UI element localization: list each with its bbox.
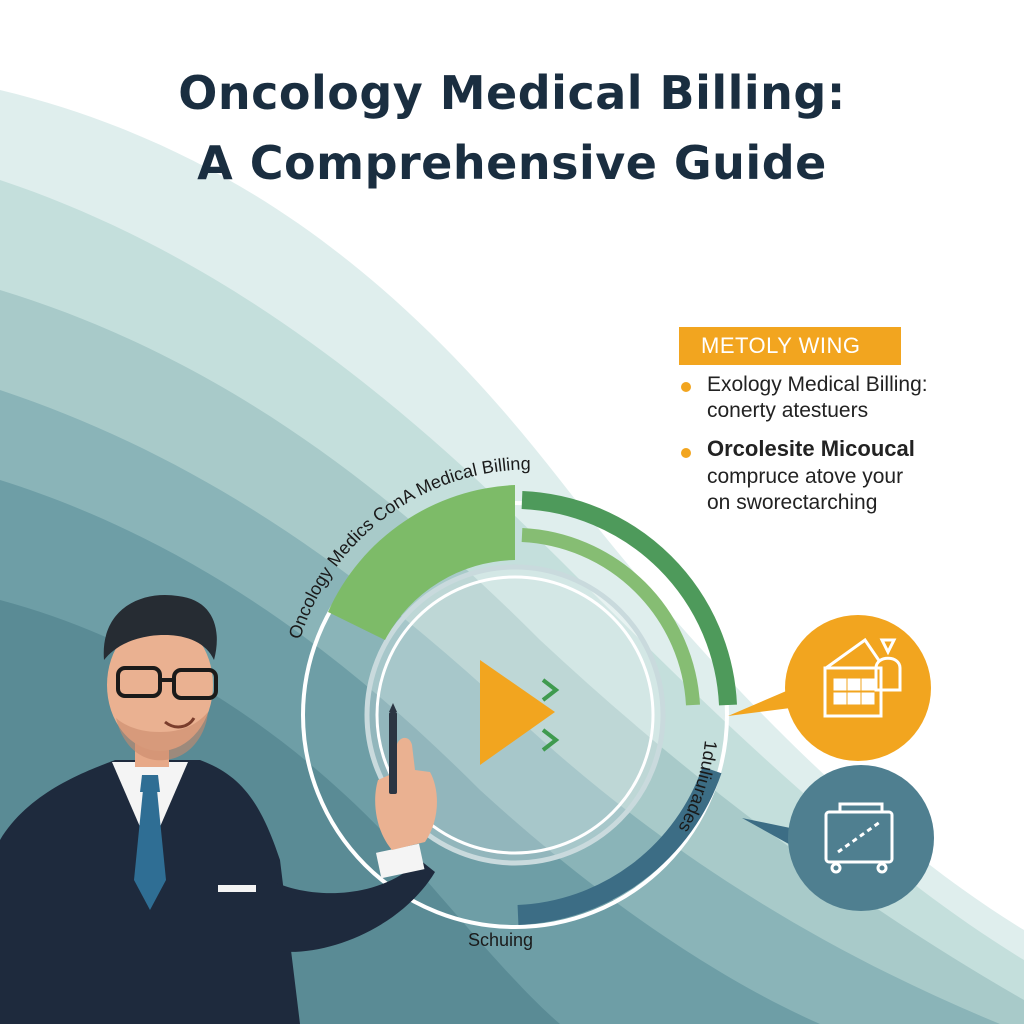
bullet-dot-icon: [681, 382, 691, 392]
page-title-line-2: A Comprehensive Guide: [197, 136, 827, 190]
vehicle-icon: [824, 802, 894, 874]
callout-pointer-teal: [742, 818, 800, 848]
bullet-dot-icon: [681, 448, 691, 458]
calendar-grid-icon: [823, 637, 902, 718]
chevron-right-icon: [541, 678, 560, 702]
bullet-1-line-1: Exology Medical Billing:: [707, 373, 928, 396]
page-title-line-1: Oncology Medical Billing:: [178, 66, 846, 120]
vehicle-icon-circle: [788, 765, 934, 911]
play-icon: [480, 660, 555, 765]
section-badge: METOLY WING: [679, 327, 901, 365]
arc-bottom-label: Schuing: [468, 930, 533, 950]
arc-segment-green-dark: [521, 491, 737, 706]
bullet-2-heading: Orcolesite Micoucal: [707, 436, 915, 461]
bullet-1-line-2: conerty atestuers: [707, 399, 869, 422]
arc-segment-green-mid: [521, 528, 700, 706]
bullet-2-line-1: compruce atove your: [707, 465, 904, 488]
arc-segment-teal: [517, 766, 722, 925]
arc-segment-green-light: [328, 485, 515, 640]
inner-ring-highlight: [375, 575, 655, 855]
pen-icon: [389, 703, 397, 794]
chevron-right-icon: [541, 728, 560, 752]
bullet-2-line-2: on sworectarching: [707, 491, 878, 514]
presenter-figure: [0, 594, 437, 1024]
